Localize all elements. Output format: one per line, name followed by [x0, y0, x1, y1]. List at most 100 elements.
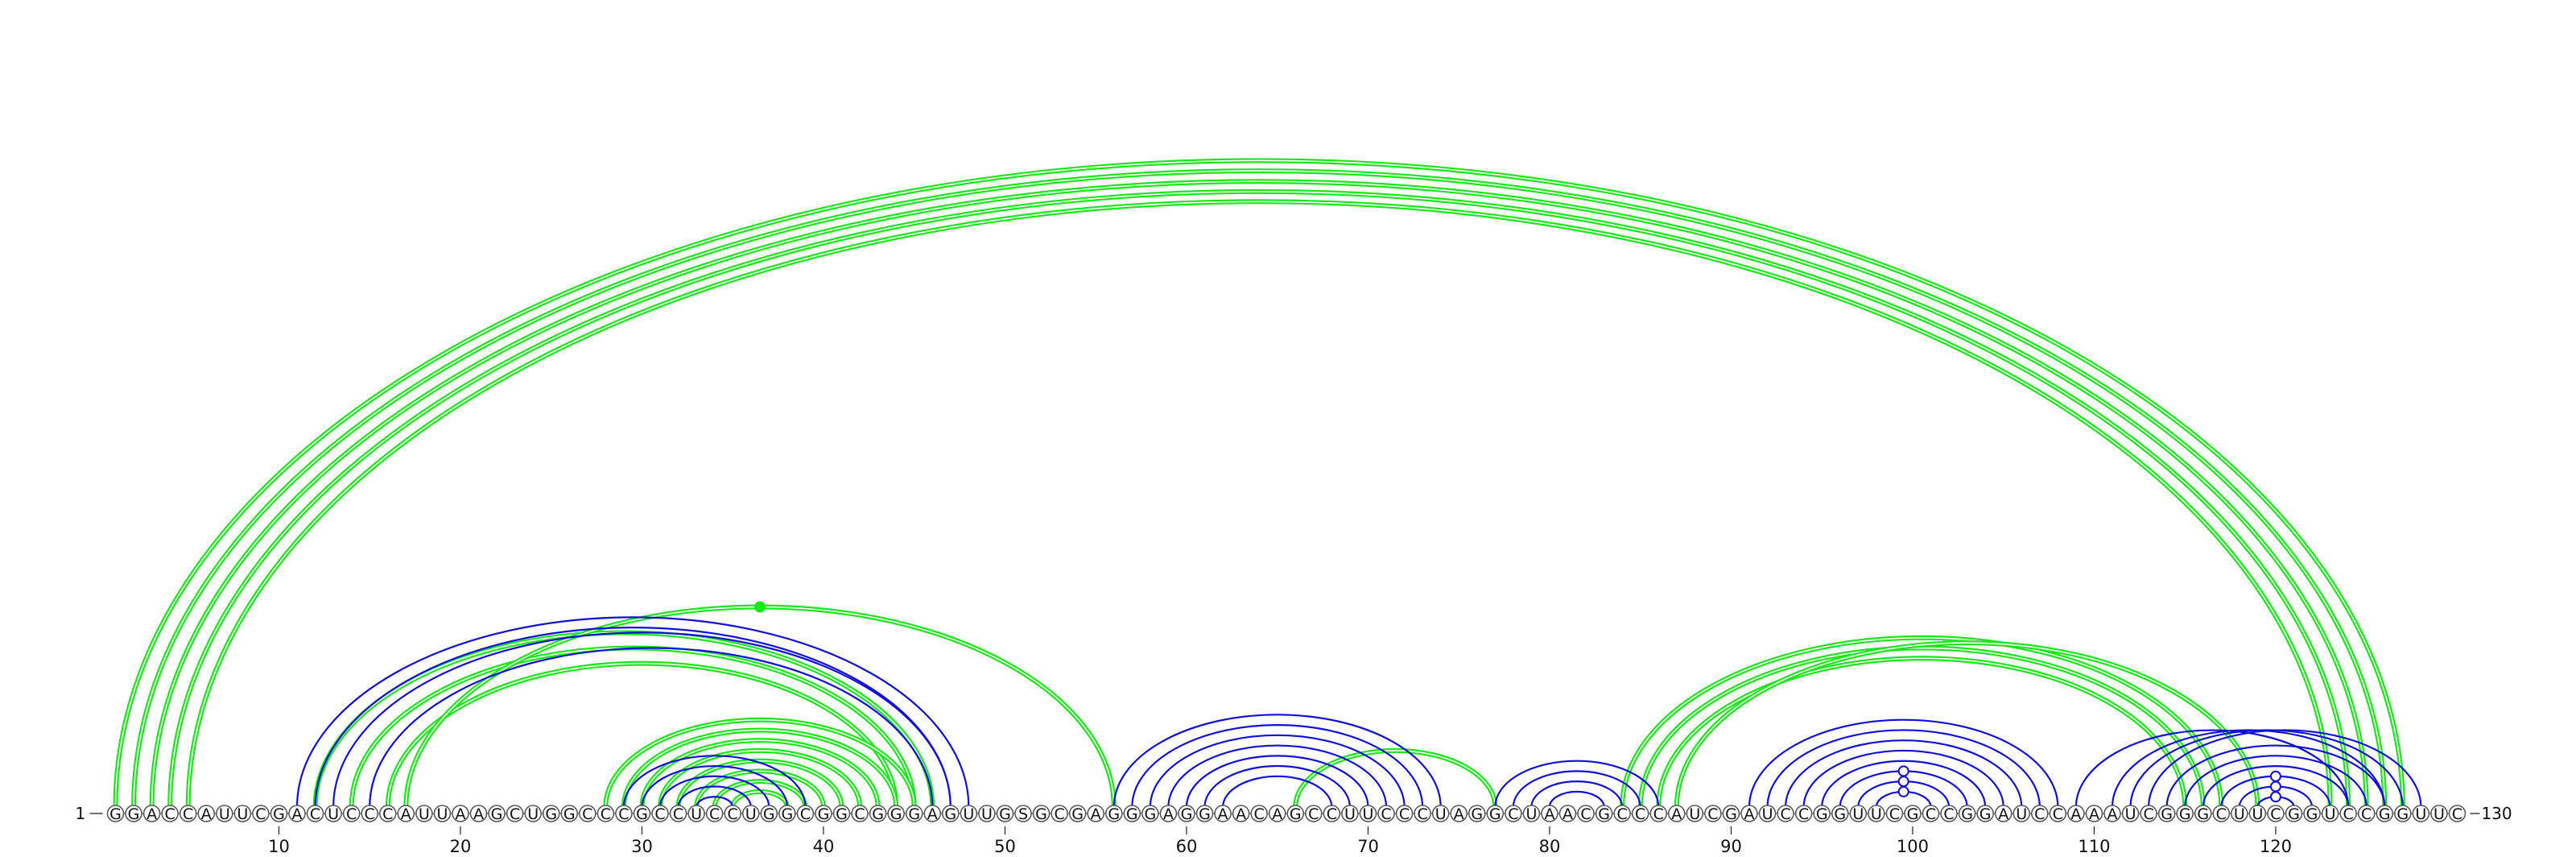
- nucleotide: C: [2448, 805, 2467, 823]
- nucleotide: G: [1958, 805, 1976, 823]
- nucleotide: A: [1214, 805, 1232, 823]
- nucleotide-circle: [832, 805, 851, 822]
- pair-arc-upper-inner-30-43: [641, 739, 879, 808]
- nucleotide-letter: G: [1108, 805, 1120, 823]
- nucleotide-letter: U: [2415, 805, 2426, 823]
- nucleotide: C: [1922, 805, 1940, 823]
- nucleotide-circle: [1359, 805, 1377, 822]
- nucleotide-circle: [1541, 805, 1558, 822]
- nucleotide-circle: [270, 805, 288, 822]
- nucleotide-letter: G: [2179, 805, 2191, 823]
- nucleotide-letter: C: [1780, 805, 1790, 823]
- nucleotide-letter: G: [1181, 805, 1193, 823]
- nucleotide-letter: C: [365, 805, 375, 823]
- nucleotide-letter: U: [219, 805, 230, 823]
- nucleotide: U: [2121, 805, 2140, 823]
- nucleotide: G: [869, 805, 887, 823]
- nucleotide-letter: C: [1417, 805, 1427, 823]
- nucleotide: C: [796, 805, 815, 823]
- pair-arc-lower-80-83: [1548, 790, 1605, 808]
- start-position-label: 1: [76, 804, 86, 823]
- pair-arc-upper-16-44: [385, 660, 899, 808]
- nucleotide-circle: [2212, 805, 2231, 822]
- pair-arc-upper-inner-31-42: [659, 750, 861, 808]
- nucleotide: G: [1195, 805, 1214, 823]
- nucleotide-circle: [288, 805, 306, 822]
- nucleotide-circle: [2412, 805, 2430, 822]
- nucleotide-circle: [2285, 805, 2303, 822]
- nucleotide: C: [2357, 805, 2376, 823]
- nucleotide-letter: C: [1707, 805, 1718, 823]
- nucleotide-letter: U: [691, 805, 702, 823]
- nucleotide-letter: C: [1054, 805, 1064, 823]
- nucleotide: C: [1250, 805, 1268, 823]
- nucleotide: C: [651, 805, 669, 823]
- nucleotide: C: [579, 805, 597, 823]
- nucleotide-circle: [1305, 805, 1323, 822]
- tick-label-100: 100: [1897, 837, 1929, 856]
- nucleotide-circle: [433, 805, 452, 822]
- nucleotide-letter: C: [2216, 805, 2227, 823]
- nucleotide-circle: [488, 805, 506, 822]
- nucleotide-circle: [1885, 805, 1904, 822]
- nucleotide-letter: C: [165, 805, 175, 823]
- nucleotide-letter: A: [1236, 805, 1246, 823]
- nucleotide-letter: G: [1290, 805, 1302, 823]
- nucleotide-circle: [216, 805, 233, 822]
- nucleotide-letter: G: [1126, 805, 1138, 823]
- nucleotide-letter: U: [1762, 805, 1773, 823]
- nucleotide-letter: A: [1272, 805, 1282, 823]
- nucleotide-letter: A: [1671, 805, 1682, 823]
- nucleotide-circle: [2248, 805, 2267, 822]
- nucleotide-circle: [560, 805, 578, 822]
- nucleotide-letter: C: [310, 805, 320, 823]
- nucleotide-letter: U: [527, 805, 539, 823]
- nucleotide-letter: A: [1163, 805, 1174, 823]
- end-position-label: 130: [2481, 804, 2512, 823]
- nucleotide-letter: A: [147, 805, 157, 823]
- nucleotide-circle: [1613, 805, 1631, 822]
- nucleotide-letter: C: [601, 805, 611, 823]
- nucleotide-circle: [179, 805, 197, 822]
- nucleotide-letter: G: [781, 805, 793, 823]
- pair-arc-upper-inner-35-38: [732, 791, 788, 808]
- nucleotide-letter: A: [1744, 805, 1755, 823]
- nucleotide: G: [1141, 805, 1159, 823]
- nucleotide-letter: C: [2270, 805, 2281, 823]
- nucleotide-circle: [469, 805, 488, 822]
- nucleotide-circle: [1794, 805, 1813, 822]
- nucleotide-circle: [2140, 805, 2157, 822]
- nucleotide: C: [2212, 805, 2231, 823]
- nucleotide-circle: [1450, 805, 1468, 822]
- nucleotide: C: [1305, 805, 1323, 823]
- nucleotide: C: [2031, 805, 2049, 823]
- nucleotide-letter: G: [109, 805, 122, 823]
- nucleotide-circle: [724, 805, 741, 822]
- nucleotide-letter: C: [1580, 805, 1591, 823]
- pair-arc-lower-32-36: [677, 785, 752, 808]
- nucleotide-letter: A: [401, 805, 411, 823]
- nucleotide-circle: [2448, 805, 2467, 822]
- nucleotide: U: [978, 805, 996, 823]
- nucleotide-circle: [1468, 805, 1486, 822]
- nucleotide-letter: G: [872, 805, 884, 823]
- nucleotide-letter: C: [1308, 805, 1319, 823]
- nucleotide: C: [1794, 805, 1813, 823]
- tick-label-40: 40: [813, 837, 835, 856]
- nucleotide: U: [415, 805, 433, 823]
- nucleotide-letter: U: [1871, 805, 1882, 823]
- nucleotide-letter: G: [1961, 805, 1973, 823]
- nucleotide: A: [1541, 805, 1558, 823]
- pair-arc-lower-93-106: [1785, 739, 2023, 808]
- nucleotide: A: [142, 805, 161, 823]
- pair-arc-upper-inner-33-40: [696, 770, 824, 808]
- nucleotide: C: [705, 805, 724, 823]
- nucleotide: A: [2085, 805, 2103, 823]
- nucleotide-letter: G: [944, 805, 956, 823]
- nucleotide-circle: [1940, 805, 1958, 822]
- nucleotide: U: [687, 805, 705, 823]
- nucleotide: U: [324, 805, 342, 823]
- nucleotide-letter: C: [2053, 805, 2063, 823]
- position-ticks-group: 10 20 30 40 50 60 70 80 90 100 110 120: [268, 826, 2292, 856]
- nucleotide-letter: C: [618, 805, 629, 823]
